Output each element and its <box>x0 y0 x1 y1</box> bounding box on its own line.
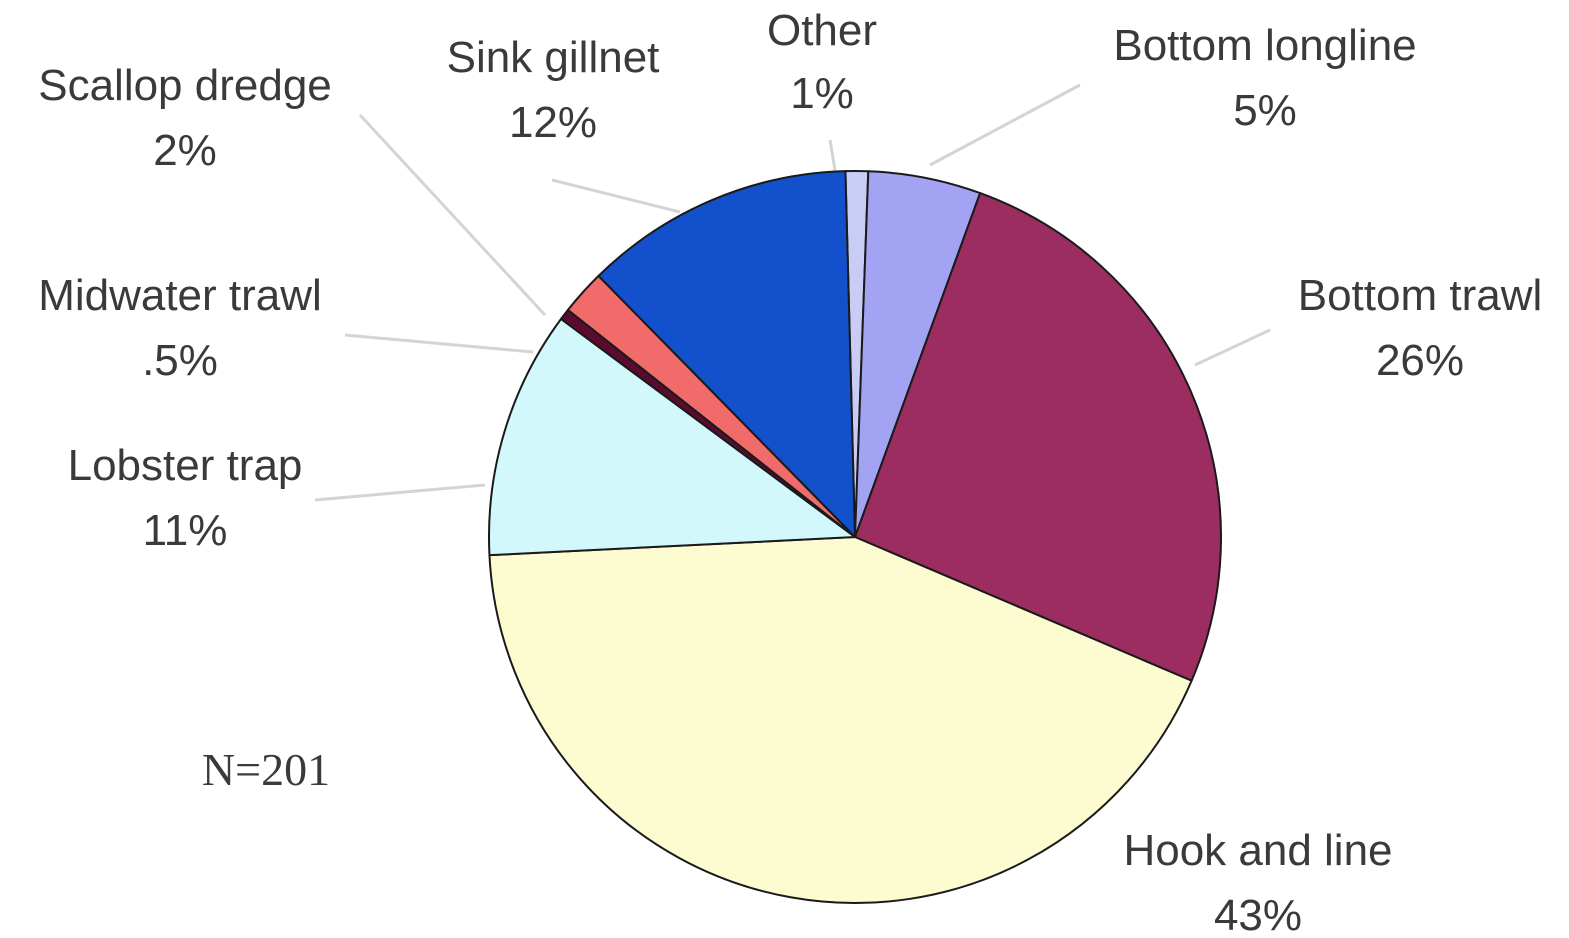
pie-slice-sink-gillnet <box>597 170 856 538</box>
pie-slice-hook-and-line <box>488 536 1193 905</box>
leader-line-scallop-dredge <box>358 113 547 317</box>
slice-label-other: Other <box>767 6 877 55</box>
slice-label-scallop-dredge: Scallop dredge <box>38 61 332 110</box>
slice-percent-midwater-trawl: .5% <box>142 336 218 385</box>
slice-percent-sink-gillnet: 12% <box>509 98 597 147</box>
leader-line-lobster-trap <box>314 483 486 502</box>
slice-label-lobster-trap: Lobster trap <box>68 441 303 490</box>
slice-label-bottom-trawl: Bottom trawl <box>1298 271 1543 320</box>
slice-label-sink-gillnet: Sink gillnet <box>447 33 660 82</box>
pie-slices <box>488 170 1222 905</box>
pie-slice-bottom-trawl <box>854 192 1222 682</box>
leader-line-midwater-trawl <box>344 333 534 354</box>
leader-line-sink-gillnet <box>551 178 681 214</box>
slice-percent-bottom-longline: 5% <box>1233 86 1297 135</box>
leader-line-bottom-longline <box>929 83 1081 167</box>
leader-line-bottom-trawl <box>1194 328 1271 367</box>
leader-lines <box>314 83 1271 502</box>
slice-percent-other: 1% <box>790 69 854 118</box>
slice-label-hook-and-line: Hook and line <box>1123 826 1392 875</box>
slice-labels: Other 1% Bottom longline 5% Bottom trawl 26% H… <box>38 6 1542 938</box>
slice-percent-bottom-trawl: 26% <box>1376 336 1464 385</box>
pie-slice-lobster-trap <box>488 317 856 557</box>
slice-label-bottom-longline: Bottom longline <box>1113 21 1416 70</box>
leader-line-other <box>828 139 837 171</box>
sample-size-note: N=201 <box>202 744 330 795</box>
slice-percent-lobster-trap: 11% <box>143 506 228 555</box>
slice-percent-scallop-dredge: 2% <box>153 126 217 175</box>
slice-label-midwater-trawl: Midwater trawl <box>38 271 322 320</box>
slice-percent-hook-and-line: 43% <box>1214 891 1302 938</box>
